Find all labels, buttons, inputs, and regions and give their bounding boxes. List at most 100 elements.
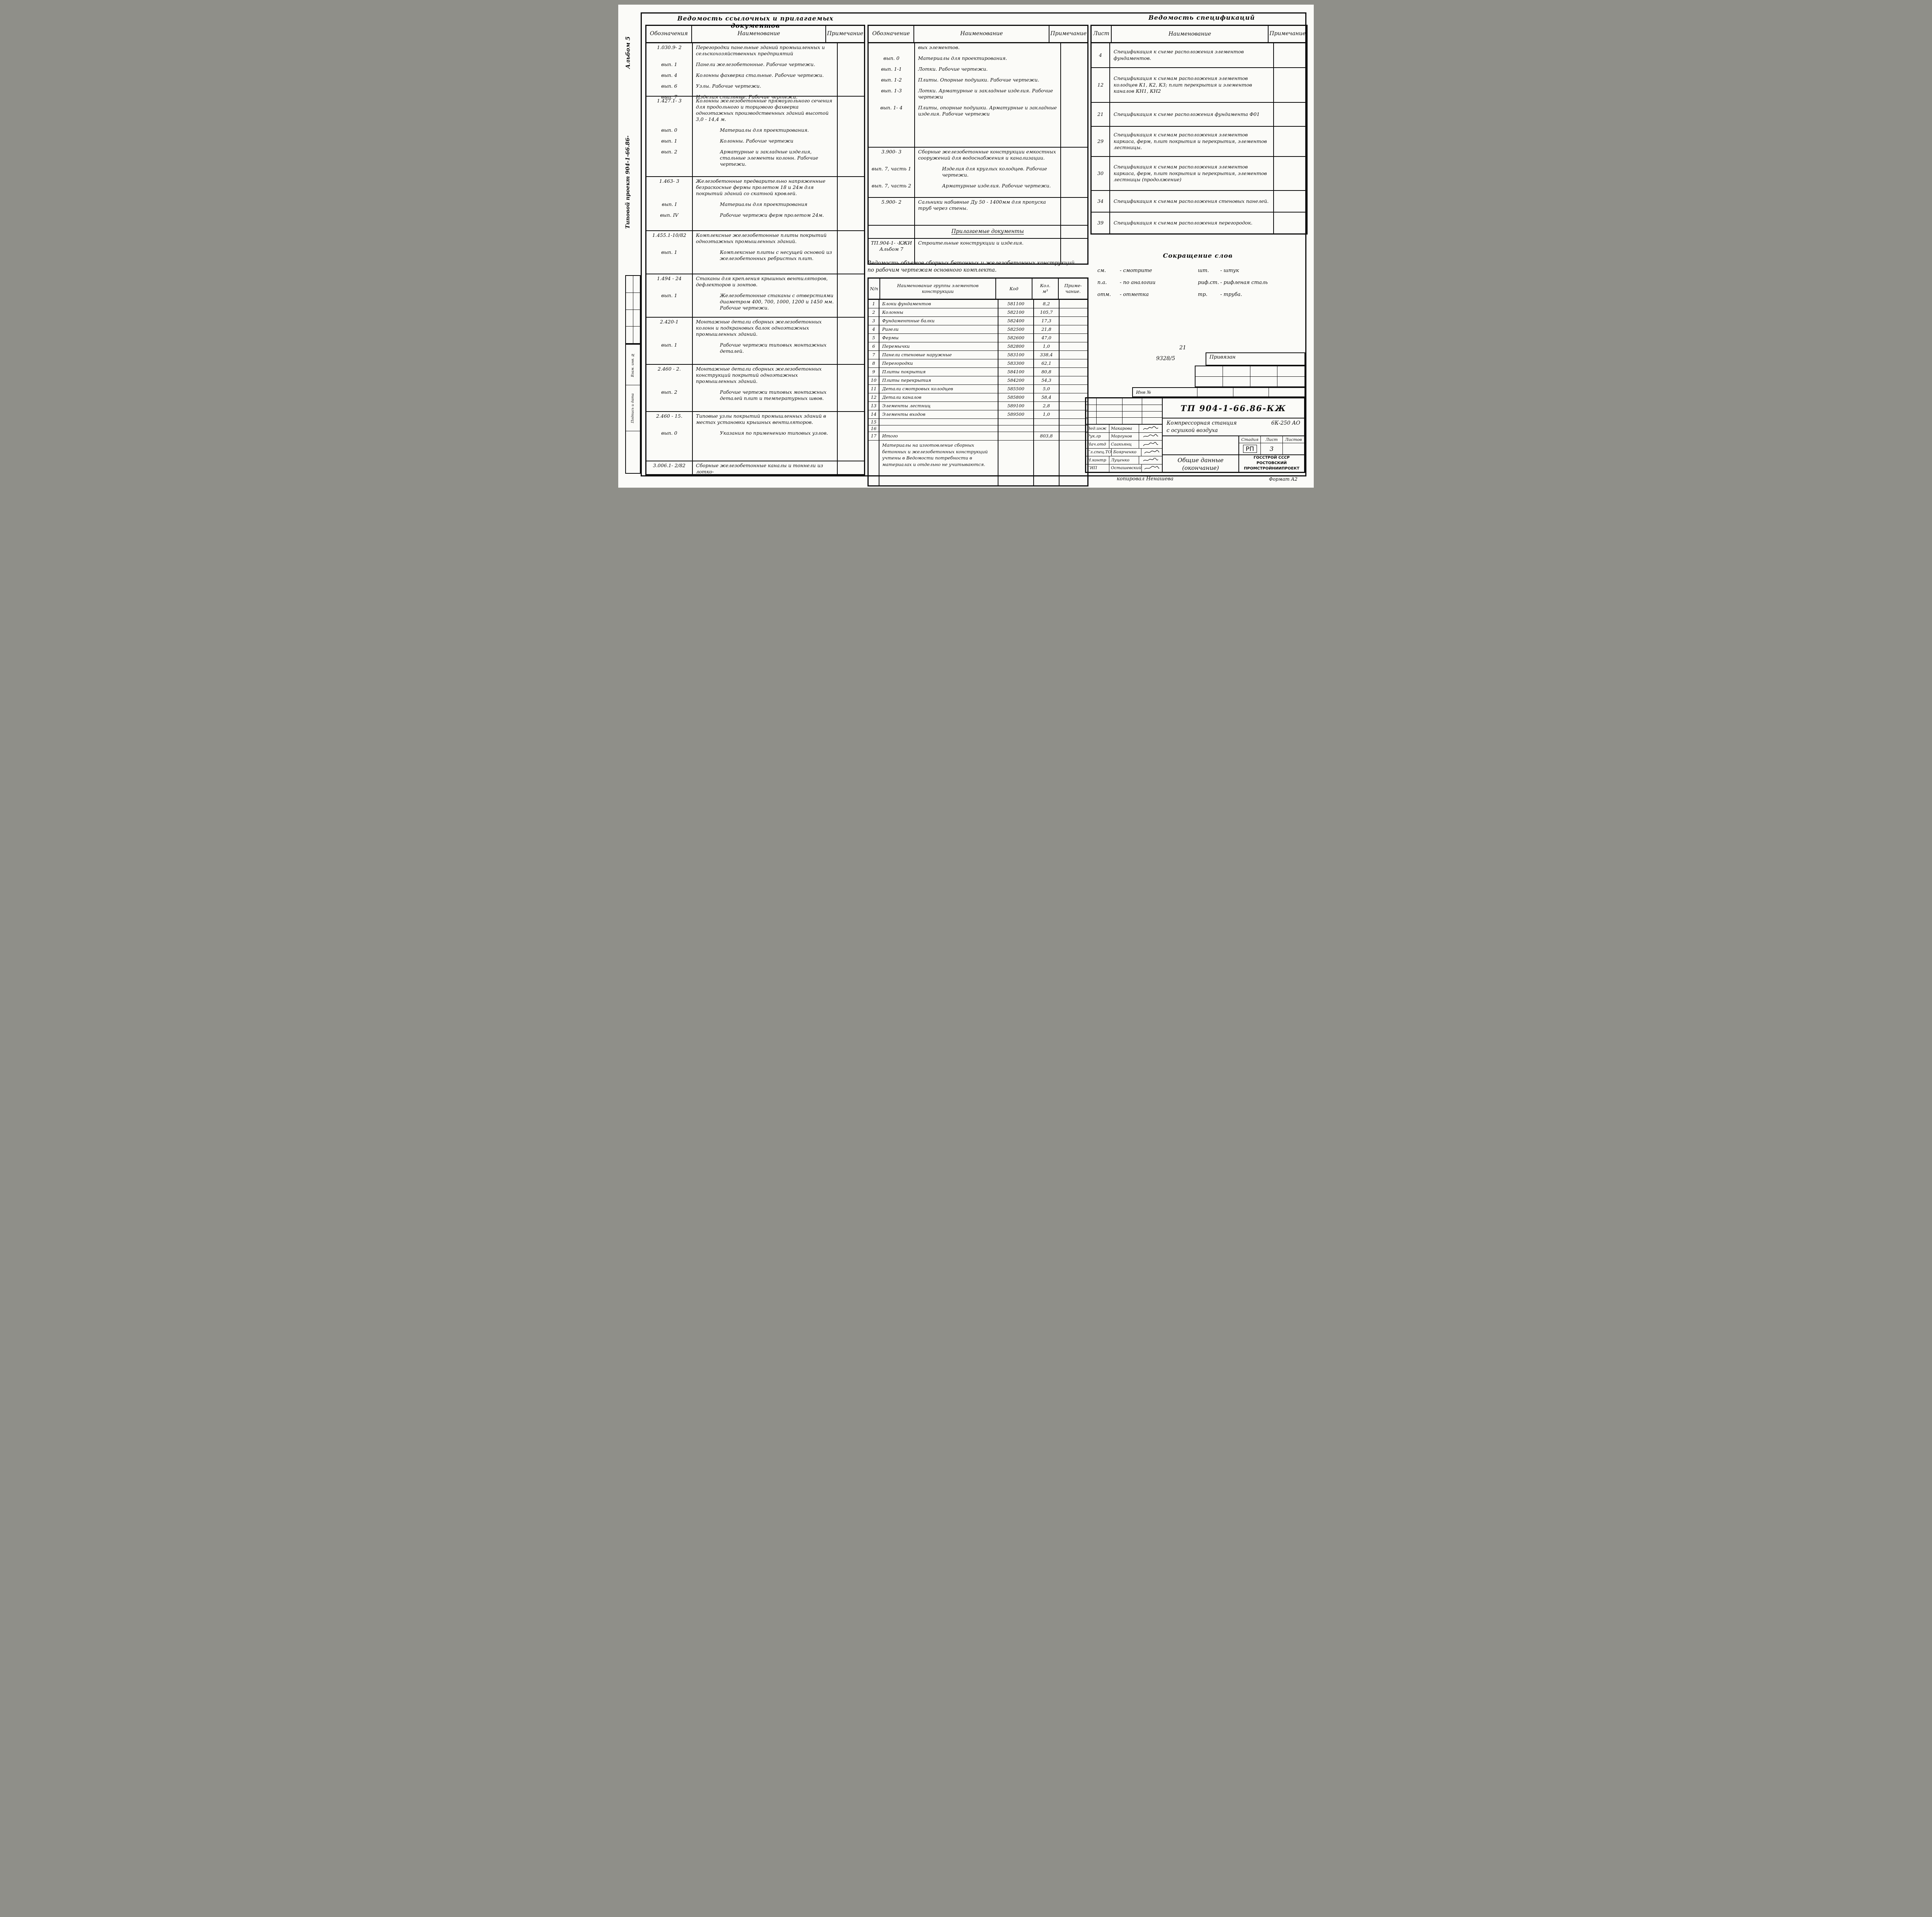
spec-row: 12 Спецификация к схемам расположения эле…: [1092, 68, 1306, 103]
empty-cell: [1163, 436, 1239, 454]
doc-code: ТП.904-1- -КЖИ Альбом 7: [869, 239, 915, 264]
role-label: ГИП: [1086, 464, 1109, 472]
doc-code: 2.460 - 15.: [646, 412, 693, 427]
doc-code: вып. 7, часть 1: [869, 162, 915, 179]
volume-row: 1 Блоки фундаментов 581100 8,2: [869, 300, 1087, 308]
doc-code: вып. 1: [646, 289, 693, 317]
abbr-term: шт.: [1198, 268, 1209, 274]
sheet-label: Лист: [1261, 436, 1283, 443]
doc-code: вып. 1-3: [869, 84, 915, 101]
sheets-value: [1283, 443, 1304, 454]
doc-name: Железобетонные предварительно напряженны…: [693, 177, 838, 198]
ref-section: 1.463- 3 Железобетонные предварительно на…: [646, 177, 864, 231]
abbr-term: тр.: [1198, 292, 1208, 298]
org-line1: ГОССТРОЙ СССР: [1253, 456, 1290, 460]
col-header-code: Обозначение: [869, 26, 914, 42]
doc-name: Лотки. Арматурные и закладные изделия. Р…: [915, 84, 1061, 101]
ref-section: 5.900- 2 Сальники набивные Ду 50 - 1400мм…: [869, 198, 1087, 226]
ref-table: Обозначения Наименование Примечание 1.03…: [645, 25, 865, 476]
drawing-sheet: Альбом 5 Типовой проект 904-1-66.86- Вза…: [618, 5, 1314, 488]
col-header-name: Наименование: [692, 26, 827, 42]
spec-row: 29 Спецификация к схемам расположения эле…: [1092, 127, 1306, 157]
doc-name: Стаканы для крепления крышных вентилятор…: [693, 274, 838, 289]
copied-by-note: копировал Ненашева: [1117, 476, 1173, 482]
doc-name: Колонны. Рабочие чертежи: [693, 134, 838, 145]
ref-section: 1.030.9- 2 Перегородки панельные зданий п…: [646, 43, 864, 101]
volume-row: 5 Фермы 582600 47,0: [869, 334, 1087, 342]
revision-grid: [1086, 398, 1162, 425]
doc-code: вып. 1-1: [869, 63, 915, 73]
spine-album-label: Альбом 5: [624, 36, 631, 69]
col-header-note: Примечание: [1269, 31, 1306, 37]
title-block: Вед.инж Макарова Рук.гр Моргунов Нач.отд Са…: [1085, 397, 1305, 473]
signature-row: Вед.инж Макарова: [1086, 425, 1162, 433]
volume-row: 10 Плиты перекрытия 584200 54,3: [869, 376, 1087, 385]
ref-section: 3.006.1- 2/82 Сборные железобетонные кана…: [646, 461, 864, 476]
volumes-title-line1: Ведомость объемов сборных бетонных и жел…: [867, 260, 1075, 266]
volumes-header: N/п Наименование группы элементов констр…: [869, 279, 1087, 300]
col-header-name: Наименование группы элементов конструкци…: [880, 279, 996, 299]
doc-code: вып. 2: [646, 145, 693, 176]
doc-name: Арматурные и закладные изделия, стальные…: [693, 145, 838, 176]
role-label: Вед.инж: [1086, 425, 1109, 432]
doc-name: Комплексные железобетонные плиты покрыти…: [693, 231, 838, 246]
abbr-meaning: - отметка: [1120, 292, 1149, 298]
inventory-number-row: Инв №: [1132, 387, 1305, 397]
person-name: Боярченко: [1112, 448, 1142, 456]
abbr-meaning: - рифленая сталь: [1220, 280, 1268, 286]
signature-row: Рук.гр Моргунов: [1086, 432, 1162, 441]
handwritten-number: 21: [1179, 345, 1186, 351]
ref-section: 1.427.1- 3 Колонны железобетонные прямоуг…: [646, 97, 864, 177]
abbr-meaning: - труба.: [1220, 292, 1242, 298]
doc-code: 1.455.1-10/82: [646, 231, 693, 246]
volume-row: 16: [869, 425, 1087, 432]
doc-code: вып. 0: [646, 124, 693, 134]
signature: [1143, 458, 1158, 461]
volume-row: 14 Элементы входов 589500 1,0: [869, 410, 1087, 419]
document-number: ТП 904-1-66.86-КЖ: [1163, 398, 1304, 419]
doc-code: вып. 1: [646, 134, 693, 145]
format-label: Формат А2: [1269, 476, 1298, 482]
doc-name: Плиты. Опорные подушки. Рабочие чертежи.: [915, 73, 1061, 84]
doc-name: Указания по применению типовых узлов.: [693, 427, 838, 461]
doc-name: Материалы для проектирования: [693, 198, 838, 209]
signature-row: Нач.отд Саакьянц: [1086, 441, 1162, 449]
spec-table-header: Лист Наименование Примечание: [1092, 26, 1306, 43]
signature: [1144, 466, 1160, 469]
role-label: Нач.отд: [1086, 441, 1109, 448]
handwritten-reference: 9328/5: [1156, 356, 1175, 362]
col-header-name: Наименование: [914, 26, 1050, 42]
abbreviations-title: Сокращение слов: [1163, 252, 1233, 259]
doc-name: Рабочие чертежи типовых монтажных детале…: [693, 386, 838, 411]
doc-name: Лотки. Рабочие чертежи.: [915, 63, 1061, 73]
volume-row: 7 Панели стеновые наружные 583100 338,4: [869, 351, 1087, 359]
margin-revision-grid: [625, 275, 641, 344]
linked-stamp-box: Привязан: [1206, 352, 1305, 366]
doc-code: 5.900- 2: [869, 198, 915, 225]
signature: [1143, 426, 1158, 430]
abbr-term: см.: [1097, 268, 1106, 274]
spec-row: 21 Спецификация к схеме расположения фунд…: [1092, 103, 1306, 127]
doc-code: вып. 7: [646, 90, 693, 101]
abbr-term: п.а.: [1097, 280, 1107, 286]
doc-name: Строительные конструкции и изделия.: [915, 239, 1061, 264]
col-header-num: N/п: [869, 279, 880, 299]
person-name: Луценко: [1109, 456, 1139, 464]
abbr-term: отм.: [1097, 292, 1111, 298]
person-name: Саакьянц: [1109, 441, 1139, 448]
col-header-name: Наименование: [1112, 26, 1269, 42]
doc-code: 2.420-1: [646, 318, 693, 338]
doc-name: Типовые узлы покрытий промышленных здани…: [693, 412, 838, 427]
role-label: Н.контр: [1086, 456, 1109, 464]
ref-section: 2.460 - 15. Типовые узлы покрытий промышл…: [646, 412, 864, 461]
doc-name: Железобетонные стаканы с отверстиями диа…: [693, 289, 838, 317]
doc-code: 3.006.1- 2/82: [646, 461, 693, 476]
doc-code: вып. 0: [646, 427, 693, 461]
margin-label-strip: Взам. инв. № Подпись и дата: [625, 344, 641, 474]
sheets-label: Листов: [1285, 437, 1302, 442]
doc-code: 2.460 - 2.: [646, 365, 693, 386]
volume-row: 9 Плиты покрытия 584100 80,8: [869, 368, 1087, 376]
doc-name: Монтажные детали сборных железобетонных …: [693, 365, 838, 386]
ref-section: ТП.904-1- -КЖИ Альбом 7 Строительные конс…: [869, 239, 1087, 264]
spec-row: 30 Спецификация к схемам расположения эле…: [1092, 157, 1306, 191]
